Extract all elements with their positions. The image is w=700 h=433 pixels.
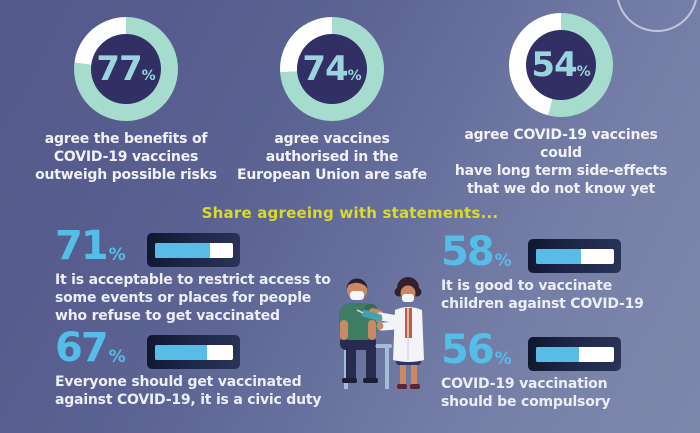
progress-bar-track [535, 346, 614, 362]
donut-chart: 74 % [280, 17, 384, 121]
stat-value: 56 % [441, 327, 528, 373]
donut-stat-side-effects: 54 % agree COVID-19 vaccines could have … [443, 13, 679, 199]
progress-bar-track [154, 242, 233, 258]
donut-caption: agree vaccines authorised in the Europea… [237, 131, 427, 183]
syringe [361, 309, 382, 322]
bar-stat-civic-duty: 67 % Everyone should get vaccinated agai… [55, 325, 365, 410]
stat-caption: Everyone should get vaccinated against C… [55, 374, 322, 408]
chair-leg [385, 347, 389, 389]
progress-bar-frame [147, 233, 240, 267]
stat-row: 67 % [55, 325, 365, 371]
bar-stat-restrict-access: 71 % It is acceptable to restrict access… [55, 223, 365, 326]
progress-bar-frame [528, 239, 621, 273]
donut-caption: agree the benefits of COVID-19 vaccines … [35, 131, 217, 183]
progress-bar-fill [535, 248, 581, 264]
stat-value: 58 % [441, 229, 528, 275]
stat-value: 71 % [55, 223, 147, 269]
progress-bar-track [535, 248, 614, 264]
progress-bar-fill [535, 346, 580, 362]
progress-bar-fill [154, 344, 207, 360]
percent-sign: % [108, 346, 126, 367]
donut-number: 74 [302, 48, 348, 89]
donut-caption: agree COVID-19 vaccines could have long … [454, 127, 668, 197]
progress-bar-fill [154, 242, 210, 258]
stat-caption: It is good to vaccinate children against… [441, 278, 644, 312]
donut-chart: 77 % [74, 17, 178, 121]
percent-sign: % [108, 244, 126, 265]
doctor-mask [402, 294, 414, 302]
bar-stat-vaccinate-children: 58 % It is good to vaccinate children ag… [441, 229, 700, 314]
stat-row: 58 % [441, 229, 700, 275]
stat-caption: COVID-19 vaccination should be compulsor… [441, 376, 611, 410]
percent-sign: % [141, 68, 156, 85]
donut-number: 77 [96, 48, 142, 89]
donut-chart: 54 % [509, 13, 613, 117]
progress-bar-frame [528, 337, 621, 371]
donut-value: 77 % [96, 48, 156, 89]
stat-row: 56 % [441, 327, 700, 373]
stat-caption: It is acceptable to restrict access to s… [55, 272, 331, 324]
donut-stat-eu-safe: 74 % agree vaccines authorised in the Eu… [220, 17, 444, 185]
stat-number: 71 [55, 223, 109, 269]
stat-number: 58 [441, 229, 495, 275]
stat-number: 67 [55, 325, 109, 371]
bar-stat-compulsory: 56 % COVID-19 vaccination should be comp… [441, 327, 700, 412]
percent-sign: % [494, 250, 512, 271]
stat-row: 71 % [55, 223, 365, 269]
percent-sign: % [494, 348, 512, 369]
progress-bar-frame [147, 335, 240, 369]
section-heading: Share agreeing with statements... [201, 204, 499, 222]
percent-sign: % [576, 64, 591, 81]
percent-sign: % [347, 68, 362, 85]
stat-value: 67 % [55, 325, 147, 371]
donut-hole: 77 % [91, 34, 161, 104]
donut-hole: 74 % [297, 34, 367, 104]
vaccination-illustration [339, 277, 424, 389]
donut-stat-benefits: 77 % agree the benefits of COVID-19 vacc… [14, 17, 238, 185]
donut-hole: 54 % [526, 30, 596, 100]
progress-bar-track [154, 344, 233, 360]
stat-number: 56 [441, 327, 495, 373]
donut-value: 74 % [302, 48, 362, 89]
man-mask [350, 291, 364, 300]
donut-value: 54 % [531, 44, 591, 85]
donut-number: 54 [531, 44, 577, 85]
